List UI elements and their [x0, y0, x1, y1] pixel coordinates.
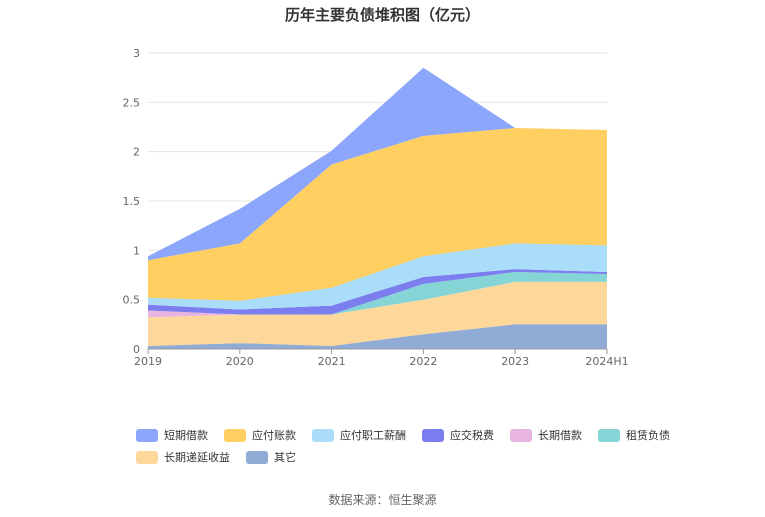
area-series-0: [148, 324, 607, 349]
legend-item[interactable]: 其它: [246, 449, 296, 465]
legend-label: 长期递延收益: [164, 451, 230, 464]
legend: 短期借款 应付账款 应付职工薪酬 应交税费 长期借款 租赁负债 长期递延收益 其它: [136, 424, 670, 468]
legend-label: 短期借款: [164, 429, 208, 442]
area-series-2: [148, 272, 607, 318]
y-tick-label: 2.5: [123, 96, 141, 109]
legend-swatch: [224, 428, 246, 442]
area-series-3: [148, 272, 607, 318]
y-tick-label: 1: [133, 244, 140, 257]
y-tick-label: 0: [133, 343, 140, 356]
x-tick-label: 2020: [226, 355, 254, 368]
legend-row: 短期借款 应付账款 应付职工薪酬 应交税费 长期借款 租赁负债: [136, 424, 670, 446]
y-tick-label: 0.5: [123, 294, 141, 307]
legend-item[interactable]: 短期借款: [136, 427, 208, 443]
legend-swatch: [510, 428, 532, 442]
area-series-6: [148, 128, 607, 301]
legend-swatch: [246, 450, 268, 464]
legend-row: 长期递延收益 其它: [136, 446, 656, 468]
legend-swatch: [598, 428, 620, 442]
x-tick-label: 2022: [409, 355, 437, 368]
legend-swatch: [422, 428, 444, 442]
source-note: 数据来源：恒生聚源: [328, 493, 437, 507]
y-tick-label: 1.5: [123, 195, 141, 208]
chart-title: 历年主要负债堆积图（亿元）: [284, 6, 480, 24]
legend-label: 租赁负债: [626, 429, 670, 442]
y-tick-label: 3: [133, 47, 140, 60]
legend-item[interactable]: 租赁负债: [598, 427, 670, 443]
legend-swatch: [136, 428, 158, 442]
x-tick-label: 2021: [318, 355, 346, 368]
area-series-7: [148, 67, 607, 261]
area-series-4: [148, 269, 607, 315]
legend-item[interactable]: 应交税费: [422, 427, 494, 443]
area-series-1: [148, 281, 607, 346]
legend-item[interactable]: 长期借款: [510, 427, 582, 443]
legend-item[interactable]: 应付账款: [224, 427, 296, 443]
axes: 0 0.5 1 1.5 2 2.5 3 2019 2020 2021 2022 2023 2024H1: [123, 47, 629, 368]
legend-label: 应付职工薪酬: [340, 429, 406, 442]
legend-swatch: [312, 428, 334, 442]
legend-label: 长期借款: [538, 429, 582, 442]
area-series-5: [148, 243, 607, 310]
stacked-area-chart: 0 0.5 1 1.5 2 2.5 3 2019 2020 2021 2022 2023 2024H1: [123, 47, 629, 368]
y-tick-label: 2: [133, 146, 140, 159]
area-series-group: [148, 67, 607, 349]
legend-item[interactable]: 长期递延收益: [136, 449, 230, 465]
legend-label: 应付账款: [252, 429, 296, 442]
legend-label: 应交税费: [450, 429, 494, 442]
x-tick-label: 2024H1: [585, 355, 628, 368]
legend-swatch: [136, 450, 158, 464]
x-tick-label: 2019: [134, 355, 162, 368]
legend-item[interactable]: 应付职工薪酬: [312, 427, 406, 443]
legend-label: 其它: [274, 451, 296, 464]
x-tick-label: 2023: [501, 355, 529, 368]
